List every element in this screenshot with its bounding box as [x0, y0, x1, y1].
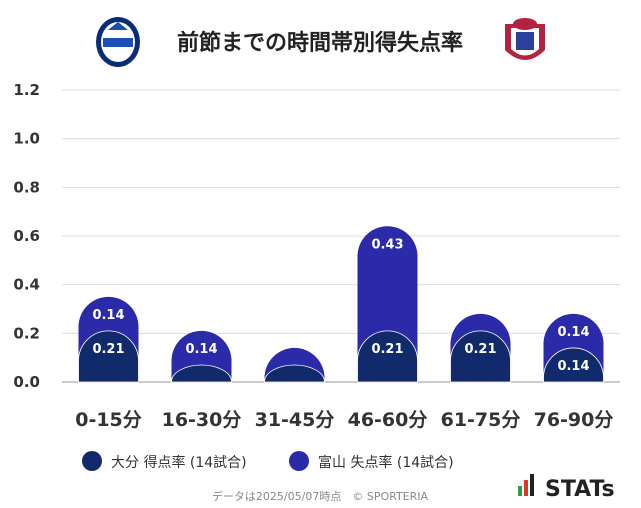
- bar-oita: [357, 330, 418, 383]
- footer-note: データは2025/05/07時点 © SPORTERIA: [212, 489, 429, 503]
- y-tick-label: 0.4: [13, 276, 40, 294]
- legend-swatch-oita: [82, 451, 102, 471]
- grid-lines: [62, 89, 620, 383]
- value-label-oita: 0.21: [371, 342, 403, 357]
- bar-oita: [171, 364, 232, 383]
- value-label-toyama: 0.43: [371, 237, 403, 252]
- chart-title: 前節までの時間帯別得失点率: [177, 30, 463, 56]
- category-label: 16-30分: [162, 409, 242, 431]
- category-label: 46-60分: [348, 409, 428, 431]
- value-label-oita: 0.21: [464, 342, 496, 357]
- category-label: 61-75分: [441, 409, 521, 431]
- left-team-logo: [96, 17, 140, 67]
- y-tick-label: 0.6: [13, 227, 40, 245]
- value-label-toyama: 0.14: [92, 308, 124, 323]
- y-tick-label: 0.0: [13, 373, 40, 391]
- bar-chart-icon: [518, 474, 534, 496]
- legend-swatch-toyama: [289, 451, 309, 471]
- x-axis-labels: 0-15分 16-30分 31-45分 46-60分 61-75分 76-90分: [75, 409, 613, 431]
- y-tick-label: 0.8: [13, 178, 40, 196]
- y-axis-ticks: 0.0 0.2 0.4 0.6 0.8 1.0 1.2: [13, 81, 40, 391]
- value-label-toyama: 0.14: [185, 342, 217, 357]
- legend-label-toyama: 富山 失点率 (14試合): [318, 454, 454, 471]
- legend: 大分 得点率 (14試合) 富山 失点率 (14試合): [82, 451, 454, 471]
- legend-label-oita: 大分 得点率 (14試合): [111, 454, 247, 471]
- bar-oita: [543, 347, 604, 383]
- y-tick-label: 1.0: [13, 130, 40, 148]
- category-label: 31-45分: [255, 409, 335, 431]
- value-label-oita: 0.21: [92, 342, 124, 357]
- value-label-toyama: 0.14: [557, 325, 589, 340]
- y-tick-label: 1.2: [13, 81, 40, 99]
- bar-oita: [264, 364, 325, 383]
- bar-oita: [450, 330, 511, 383]
- category-label: 76-90分: [534, 409, 614, 431]
- bars: 0.14 0.21 0.14 0.43 0.21 0.21 0.14 0.14: [78, 226, 604, 383]
- category-label: 0-15分: [75, 409, 142, 431]
- right-team-logo: [505, 18, 545, 60]
- stats-brand: STATs: [545, 477, 615, 502]
- bar-oita: [78, 330, 139, 383]
- value-label-oita: 0.14: [557, 359, 589, 374]
- y-tick-label: 0.2: [13, 324, 40, 342]
